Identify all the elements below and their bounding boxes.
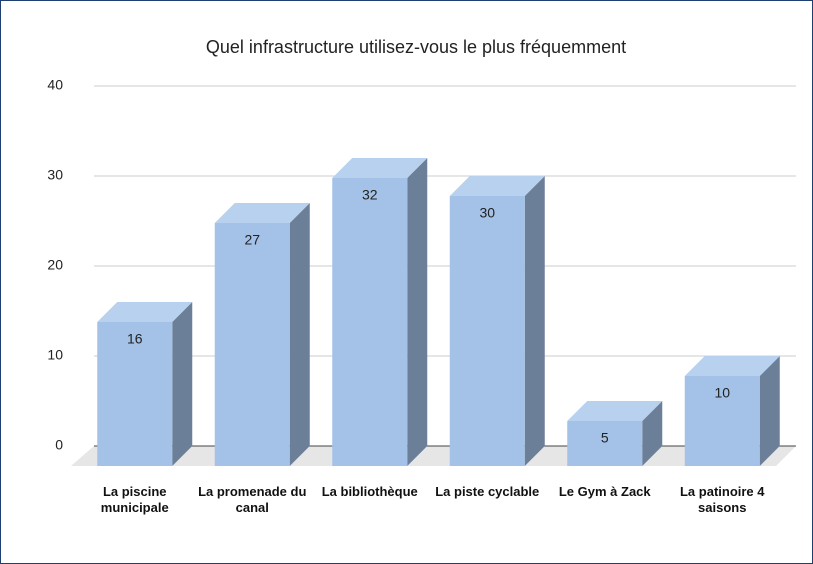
value-label: 5 (601, 430, 609, 446)
bar (332, 158, 428, 466)
x-tick-label: La piscine municipale (100, 484, 169, 515)
bar-front (214, 223, 290, 466)
value-label: 32 (362, 187, 378, 203)
y-tick-label: 30 (47, 167, 63, 183)
bar-front (332, 178, 408, 466)
x-tick-label: La patinoire 4 saisons (679, 484, 765, 515)
bar-top (332, 158, 428, 178)
bar-top (214, 203, 310, 223)
value-label: 30 (479, 205, 495, 221)
bar-front (449, 196, 525, 466)
bar-front (97, 322, 173, 466)
y-tick-label: 20 (47, 257, 63, 273)
bar-side (524, 176, 545, 466)
x-tick-label: La bibliothèque (321, 484, 418, 499)
y-tick-label: 10 (47, 347, 63, 363)
x-tick-label: Le Gym à Zack (558, 484, 651, 499)
value-label: 27 (244, 232, 260, 248)
bar (684, 356, 780, 466)
bar (567, 401, 663, 466)
bar-side (759, 356, 780, 466)
bar-side (289, 203, 310, 466)
bar (97, 302, 193, 466)
y-tick-label: 0 (55, 437, 63, 453)
value-label: 16 (127, 331, 143, 347)
bar-side (407, 158, 428, 466)
bar-side (172, 302, 193, 466)
bar-front (684, 376, 760, 466)
bar-top (684, 356, 780, 376)
bar-top (449, 176, 545, 196)
y-tick-label: 40 (47, 77, 63, 93)
chart-title: Quel infrastructure utilisez-vous le plu… (206, 37, 626, 57)
bar-front (567, 421, 643, 466)
value-label: 10 (714, 385, 730, 401)
bar (449, 176, 545, 466)
bar-side (642, 401, 663, 466)
bar-top (567, 401, 663, 421)
bar-top (97, 302, 193, 322)
x-tick-label: La promenade du canal (198, 484, 307, 515)
bar (214, 203, 310, 466)
x-tick-label: La piste cyclable (435, 484, 540, 499)
